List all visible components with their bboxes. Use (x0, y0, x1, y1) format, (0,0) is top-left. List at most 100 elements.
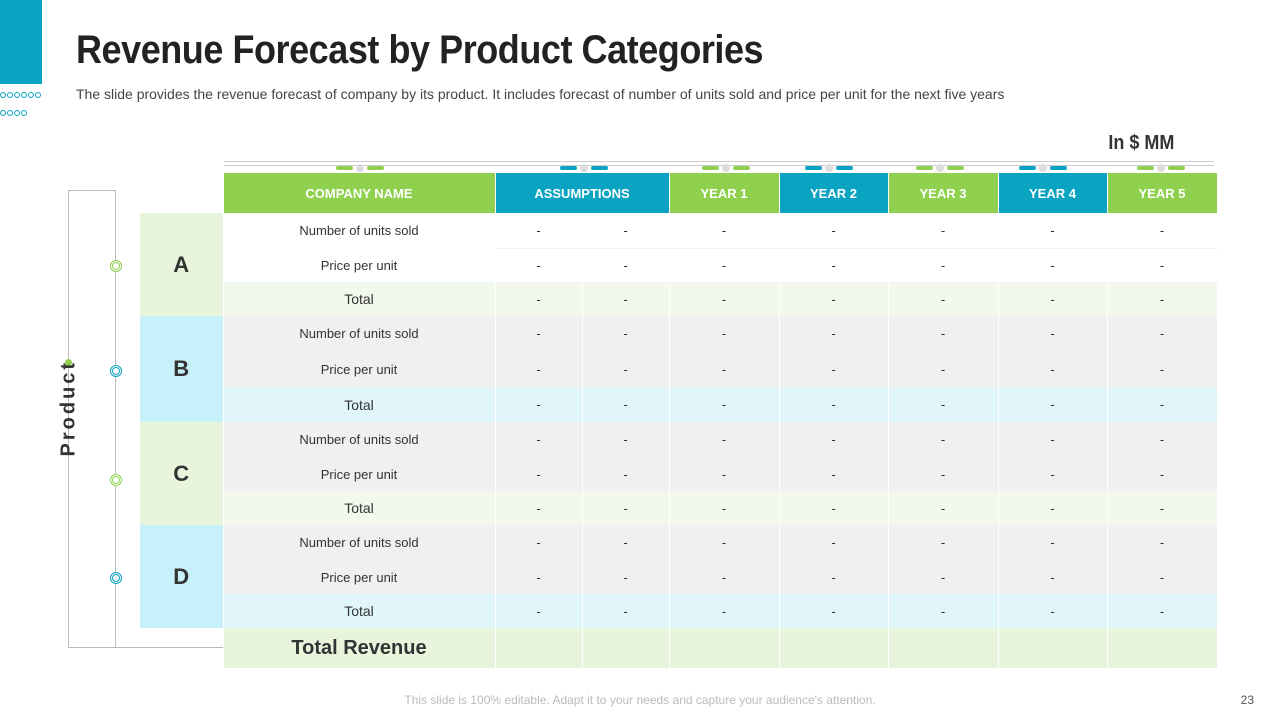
value-cell: - (1107, 525, 1217, 560)
value-cell: - (1107, 457, 1217, 491)
table-row: Total - - - - - - - (140, 282, 1217, 316)
value-cell: - (888, 491, 998, 525)
value-cell: - (998, 213, 1107, 248)
header-company-name: COMPANY NAME (223, 173, 495, 213)
header-year-4: YEAR 4 (998, 173, 1107, 213)
total-revenue-cell (669, 628, 779, 668)
header-spacer (140, 173, 223, 213)
column-marker (1019, 159, 1067, 165)
value-cell: - (495, 560, 582, 594)
header-year-1: YEAR 1 (669, 173, 779, 213)
value-cell: - (495, 594, 582, 628)
value-cell: - (582, 525, 669, 560)
value-cell: - (1107, 213, 1217, 248)
value-cell: - (495, 213, 582, 248)
value-cell: - (998, 316, 1107, 351)
value-cell: - (1107, 491, 1217, 525)
column-marker (560, 159, 608, 165)
accent-bar (0, 0, 42, 84)
header-year-5: YEAR 5 (1107, 173, 1217, 213)
value-cell: - (779, 316, 888, 351)
value-cell: - (669, 351, 779, 387)
table-row: Price per unit - - - - - - - (140, 457, 1217, 491)
value-cell: - (779, 457, 888, 491)
row-label: Number of units sold (223, 213, 495, 248)
table-row: Price per unit - - - - - - - (140, 248, 1217, 282)
value-cell: - (779, 248, 888, 282)
table-row: A Number of units sold - - - - - - - (140, 213, 1217, 248)
group-c-marker (110, 474, 122, 486)
value-cell: - (779, 387, 888, 422)
value-cell: - (888, 351, 998, 387)
value-cell: - (998, 594, 1107, 628)
group-b-marker (110, 365, 122, 377)
value-cell: - (888, 422, 998, 457)
table-row: Price per unit - - - - - - - (140, 351, 1217, 387)
column-marker (916, 159, 964, 165)
category-cell: C (140, 422, 223, 525)
total-revenue-cell (495, 628, 582, 668)
value-cell: - (888, 594, 998, 628)
category-cell: A (140, 213, 223, 316)
column-marker (1137, 159, 1185, 165)
column-marker (702, 159, 750, 165)
value-cell: - (582, 248, 669, 282)
value-cell: - (669, 248, 779, 282)
value-cell: - (779, 491, 888, 525)
value-cell: - (998, 387, 1107, 422)
row-label: Number of units sold (223, 422, 495, 457)
value-cell: - (998, 422, 1107, 457)
page-title: Revenue Forecast by Product Categories (76, 28, 763, 73)
product-axis-label: Product (58, 407, 81, 457)
total-revenue-label: Total Revenue (223, 628, 495, 668)
value-cell: - (582, 457, 669, 491)
value-cell: - (779, 351, 888, 387)
value-cell: - (1107, 316, 1217, 351)
value-cell: - (669, 594, 779, 628)
value-cell: - (779, 560, 888, 594)
bracket-bottom (115, 647, 223, 648)
row-label: Number of units sold (223, 316, 495, 351)
value-cell: - (998, 457, 1107, 491)
value-cell: - (669, 387, 779, 422)
table-row: Total - - - - - - - (140, 594, 1217, 628)
value-cell: - (1107, 387, 1217, 422)
table-row: B Number of units sold - - - - - - - (140, 316, 1217, 351)
value-cell: - (888, 525, 998, 560)
row-label: Total (223, 491, 495, 525)
value-cell: - (888, 248, 998, 282)
value-cell: - (669, 282, 779, 316)
table-header-row: COMPANY NAME ASSUMPTIONS YEAR 1 YEAR 2 Y… (140, 173, 1217, 213)
value-cell: - (1107, 594, 1217, 628)
group-d-marker (110, 572, 122, 584)
value-cell: - (582, 491, 669, 525)
row-label: Price per unit (223, 560, 495, 594)
value-cell: - (1107, 351, 1217, 387)
table-row: D Number of units sold - - - - - - - (140, 525, 1217, 560)
value-cell: - (495, 282, 582, 316)
value-cell: - (998, 248, 1107, 282)
table-row: Total - - - - - - - (140, 387, 1217, 422)
value-cell: - (495, 316, 582, 351)
value-cell: - (582, 594, 669, 628)
value-cell: - (1107, 282, 1217, 316)
value-cell: - (779, 213, 888, 248)
value-cell: - (495, 525, 582, 560)
category-cell: D (140, 525, 223, 628)
value-cell: - (888, 213, 998, 248)
value-cell: - (495, 457, 582, 491)
value-cell: - (888, 282, 998, 316)
value-cell: - (888, 560, 998, 594)
value-cell: - (888, 316, 998, 351)
page-subtitle: The slide provides the revenue forecast … (76, 86, 1004, 102)
value-cell: - (582, 387, 669, 422)
row-label: Total (223, 594, 495, 628)
decorative-dots (0, 86, 44, 122)
row-label: Price per unit (223, 457, 495, 491)
value-cell: - (779, 422, 888, 457)
row-label: Number of units sold (223, 525, 495, 560)
row-label: Total (223, 387, 495, 422)
category-cell: B (140, 316, 223, 422)
value-cell: - (495, 248, 582, 282)
value-cell: - (669, 491, 779, 525)
